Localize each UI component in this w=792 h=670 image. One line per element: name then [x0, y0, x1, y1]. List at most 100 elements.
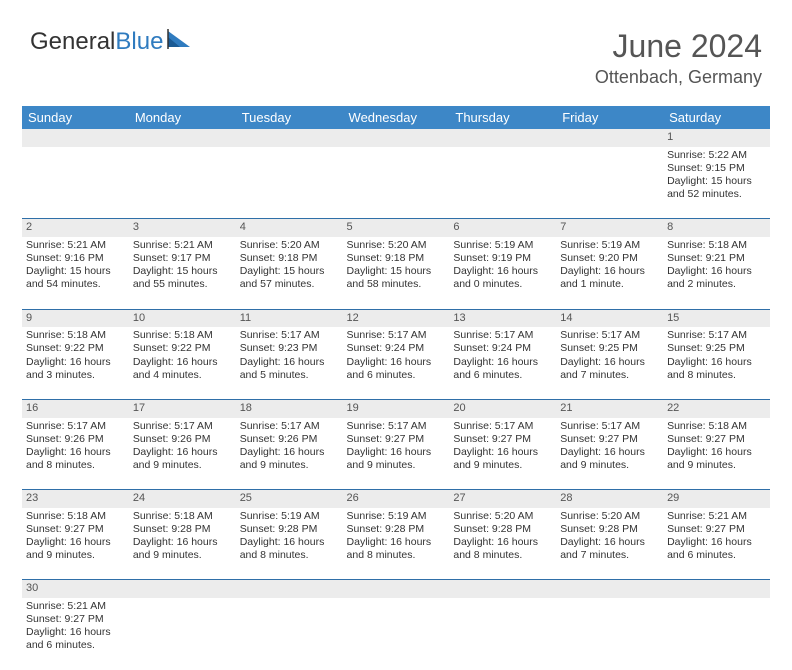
day-cell: Sunrise: 5:19 AMSunset: 9:19 PMDaylight:…	[449, 237, 556, 309]
daylight-text: and 7 minutes.	[560, 369, 659, 382]
sunrise-text: Sunrise: 5:22 AM	[667, 149, 766, 162]
day-number: 20	[449, 399, 556, 417]
logo: GeneralBlue	[30, 28, 192, 56]
day-cell: Sunrise: 5:17 AMSunset: 9:23 PMDaylight:…	[236, 327, 343, 399]
sunset-text: Sunset: 9:25 PM	[560, 342, 659, 355]
day-number: 19	[343, 399, 450, 417]
day-cell: Sunrise: 5:18 AMSunset: 9:28 PMDaylight:…	[129, 508, 236, 580]
day-cell: Sunrise: 5:17 AMSunset: 9:26 PMDaylight:…	[236, 418, 343, 490]
daylight-text: and 2 minutes.	[667, 278, 766, 291]
day-cell	[556, 598, 663, 670]
daylight-text: Daylight: 16 hours	[453, 356, 552, 369]
day-number: 13	[449, 309, 556, 327]
sunrise-text: Sunrise: 5:17 AM	[26, 420, 125, 433]
day-number	[129, 580, 236, 598]
daylight-text: and 3 minutes.	[26, 369, 125, 382]
day-cell: Sunrise: 5:17 AMSunset: 9:26 PMDaylight:…	[22, 418, 129, 490]
day-cell: Sunrise: 5:17 AMSunset: 9:27 PMDaylight:…	[556, 418, 663, 490]
day-cell	[22, 147, 129, 219]
header: GeneralBlue June 2024 Ottenbach, Germany	[0, 0, 792, 98]
sunset-text: Sunset: 9:20 PM	[560, 252, 659, 265]
daylight-text: and 9 minutes.	[560, 459, 659, 472]
day-number: 9	[22, 309, 129, 327]
day-number: 12	[343, 309, 450, 327]
sunrise-text: Sunrise: 5:20 AM	[453, 510, 552, 523]
day-header: Tuesday	[236, 106, 343, 129]
day-number	[129, 129, 236, 147]
sunrise-text: Sunrise: 5:18 AM	[26, 510, 125, 523]
day-number: 28	[556, 490, 663, 508]
daylight-text: and 1 minute.	[560, 278, 659, 291]
day-cell	[129, 147, 236, 219]
day-cell: Sunrise: 5:21 AMSunset: 9:17 PMDaylight:…	[129, 237, 236, 309]
daylight-text: Daylight: 16 hours	[26, 536, 125, 549]
day-number: 15	[663, 309, 770, 327]
daylight-text: and 9 minutes.	[347, 459, 446, 472]
sunrise-text: Sunrise: 5:18 AM	[26, 329, 125, 342]
day-header: Sunday	[22, 106, 129, 129]
daylight-text: and 52 minutes.	[667, 188, 766, 201]
day-number: 1	[663, 129, 770, 147]
daylight-text: Daylight: 15 hours	[667, 175, 766, 188]
daylight-text: Daylight: 16 hours	[667, 356, 766, 369]
week-row: Sunrise: 5:21 AMSunset: 9:16 PMDaylight:…	[22, 237, 770, 309]
daylight-text: and 58 minutes.	[347, 278, 446, 291]
daylight-text: Daylight: 16 hours	[347, 536, 446, 549]
daylight-text: and 6 minutes.	[347, 369, 446, 382]
day-number	[449, 580, 556, 598]
sunset-text: Sunset: 9:27 PM	[26, 523, 125, 536]
day-number	[343, 129, 450, 147]
day-cell: Sunrise: 5:18 AMSunset: 9:27 PMDaylight:…	[663, 418, 770, 490]
daylight-text: and 54 minutes.	[26, 278, 125, 291]
day-cell	[236, 147, 343, 219]
logo-text-2: Blue	[115, 28, 163, 56]
daylight-text: Daylight: 16 hours	[560, 356, 659, 369]
day-number	[22, 129, 129, 147]
day-number: 11	[236, 309, 343, 327]
day-cell	[236, 598, 343, 670]
day-cell: Sunrise: 5:22 AMSunset: 9:15 PMDaylight:…	[663, 147, 770, 219]
day-cell: Sunrise: 5:18 AMSunset: 9:21 PMDaylight:…	[663, 237, 770, 309]
sunrise-text: Sunrise: 5:18 AM	[133, 510, 232, 523]
daylight-text: and 9 minutes.	[667, 459, 766, 472]
sunrise-text: Sunrise: 5:19 AM	[453, 239, 552, 252]
sunset-text: Sunset: 9:28 PM	[240, 523, 339, 536]
week-row: Sunrise: 5:18 AMSunset: 9:27 PMDaylight:…	[22, 508, 770, 580]
sunrise-text: Sunrise: 5:17 AM	[560, 420, 659, 433]
sunset-text: Sunset: 9:22 PM	[133, 342, 232, 355]
daylight-text: and 0 minutes.	[453, 278, 552, 291]
daylight-text: and 8 minutes.	[667, 369, 766, 382]
daylight-text: Daylight: 16 hours	[240, 536, 339, 549]
day-cell	[129, 598, 236, 670]
day-number: 24	[129, 490, 236, 508]
day-number: 29	[663, 490, 770, 508]
day-number-row: 16171819202122	[22, 399, 770, 417]
sunrise-text: Sunrise: 5:20 AM	[560, 510, 659, 523]
sunrise-text: Sunrise: 5:21 AM	[667, 510, 766, 523]
day-number: 14	[556, 309, 663, 327]
daylight-text: Daylight: 16 hours	[560, 265, 659, 278]
day-cell	[343, 598, 450, 670]
day-number	[449, 129, 556, 147]
day-number: 22	[663, 399, 770, 417]
sunset-text: Sunset: 9:28 PM	[347, 523, 446, 536]
day-cell: Sunrise: 5:17 AMSunset: 9:25 PMDaylight:…	[663, 327, 770, 399]
day-header: Friday	[556, 106, 663, 129]
day-cell: Sunrise: 5:21 AMSunset: 9:16 PMDaylight:…	[22, 237, 129, 309]
day-number	[556, 129, 663, 147]
day-number: 26	[343, 490, 450, 508]
sunset-text: Sunset: 9:27 PM	[347, 433, 446, 446]
daylight-text: and 8 minutes.	[453, 549, 552, 562]
day-number: 10	[129, 309, 236, 327]
day-cell: Sunrise: 5:21 AMSunset: 9:27 PMDaylight:…	[663, 508, 770, 580]
sunset-text: Sunset: 9:27 PM	[26, 613, 125, 626]
sunrise-text: Sunrise: 5:17 AM	[240, 329, 339, 342]
daylight-text: Daylight: 15 hours	[240, 265, 339, 278]
daylight-text: Daylight: 16 hours	[347, 446, 446, 459]
daylight-text: Daylight: 15 hours	[347, 265, 446, 278]
day-number	[343, 580, 450, 598]
day-cell: Sunrise: 5:17 AMSunset: 9:25 PMDaylight:…	[556, 327, 663, 399]
day-number	[236, 580, 343, 598]
day-number	[236, 129, 343, 147]
sunset-text: Sunset: 9:15 PM	[667, 162, 766, 175]
